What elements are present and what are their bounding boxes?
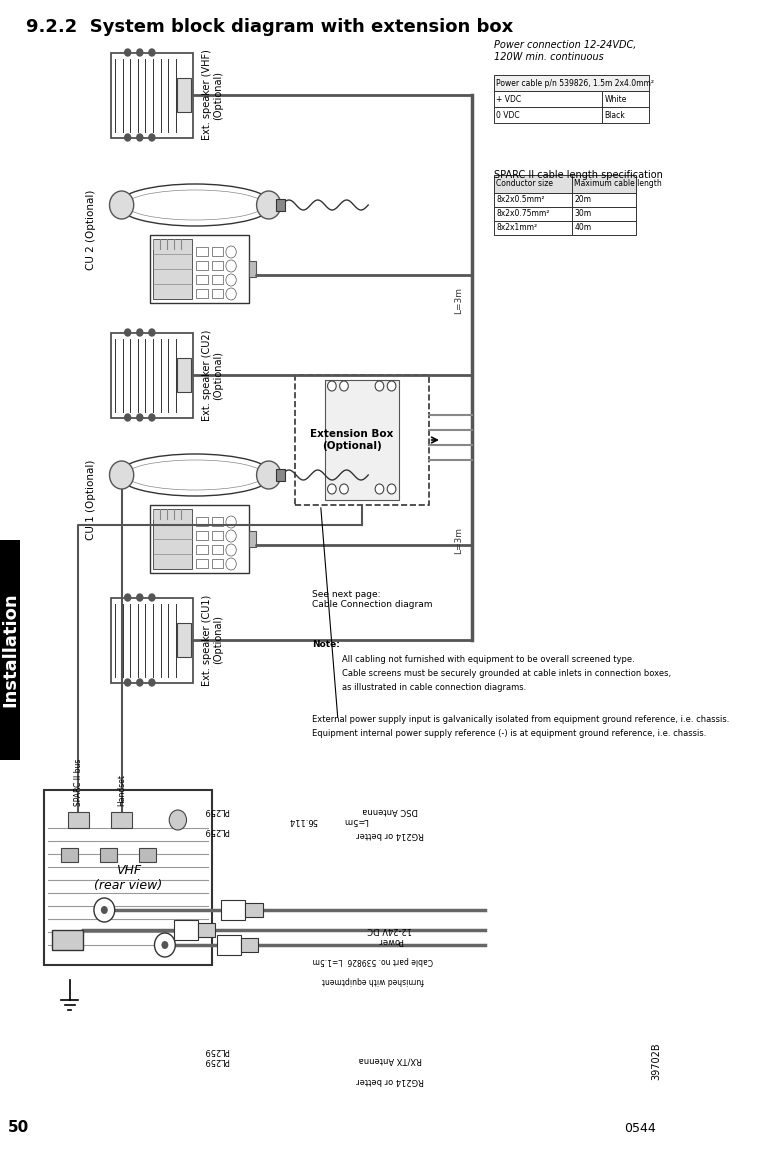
- Ellipse shape: [126, 190, 264, 219]
- Bar: [217, 935, 241, 955]
- Bar: [111, 332, 193, 417]
- Circle shape: [137, 329, 142, 336]
- Bar: [198, 923, 215, 936]
- Circle shape: [226, 288, 236, 300]
- Circle shape: [125, 329, 131, 336]
- Circle shape: [125, 49, 131, 56]
- Circle shape: [125, 414, 131, 421]
- Text: 30m: 30m: [574, 209, 591, 218]
- Circle shape: [149, 329, 155, 336]
- Text: All cabling not furnished with equipment to be overall screened type.: All cabling not furnished with equipment…: [342, 655, 635, 664]
- Bar: [493, 221, 571, 236]
- Text: PL259: PL259: [204, 1046, 230, 1055]
- Bar: [196, 517, 208, 526]
- Circle shape: [110, 461, 134, 489]
- Bar: [212, 275, 223, 284]
- Ellipse shape: [117, 184, 273, 226]
- Bar: [212, 560, 223, 568]
- Bar: [212, 261, 223, 270]
- Text: Equipment internal power supply reference (-) is at equipment ground reference, : Equipment internal power supply referenc…: [312, 728, 706, 738]
- Bar: [493, 175, 571, 193]
- Circle shape: [137, 49, 142, 56]
- Text: 39702B: 39702B: [651, 1042, 661, 1080]
- Text: White: White: [604, 94, 627, 103]
- Bar: [178, 623, 192, 657]
- Text: External power supply input is galvanically isolated from equipment ground refer: External power supply input is galvanica…: [312, 715, 729, 724]
- Circle shape: [388, 381, 396, 391]
- Text: Ext. speaker (CU1)
(Optional): Ext. speaker (CU1) (Optional): [201, 594, 223, 686]
- Text: RG214 or better: RG214 or better: [356, 831, 424, 840]
- Text: 20m: 20m: [574, 195, 591, 205]
- Circle shape: [328, 484, 336, 494]
- Circle shape: [125, 134, 131, 141]
- Text: furnished with equiptment: furnished with equiptment: [322, 976, 424, 985]
- Text: Power cable p/n 539826, 1.5m 2x4.0mm²: Power cable p/n 539826, 1.5m 2x4.0mm²: [496, 78, 654, 87]
- Text: RG214 or better: RG214 or better: [356, 1075, 424, 1085]
- Text: 0544: 0544: [624, 1123, 656, 1135]
- Text: L=5m: L=5m: [342, 816, 368, 825]
- Bar: [153, 239, 192, 299]
- Text: 0 VDC: 0 VDC: [496, 110, 520, 119]
- Circle shape: [125, 594, 131, 601]
- Circle shape: [125, 679, 131, 686]
- Text: Maximum cable length: Maximum cable length: [574, 179, 662, 188]
- Circle shape: [162, 941, 169, 949]
- Bar: [277, 199, 285, 211]
- Bar: [100, 848, 117, 862]
- Circle shape: [226, 543, 236, 556]
- Text: Note:: Note:: [312, 640, 340, 649]
- Bar: [249, 261, 256, 277]
- Text: RX/TX Antenna: RX/TX Antenna: [358, 1056, 421, 1064]
- Text: 9.2.2  System block diagram with extension box: 9.2.2 System block diagram with extensio…: [27, 18, 514, 36]
- Bar: [325, 380, 398, 500]
- Text: Power connection 12-24VDC,
120W min. continuous: Power connection 12-24VDC, 120W min. con…: [493, 40, 636, 62]
- Circle shape: [328, 381, 336, 391]
- Bar: [196, 545, 208, 554]
- Text: Cable screens must be securely grounded at cable inlets in connection boxes,: Cable screens must be securely grounded …: [342, 669, 671, 678]
- Text: VHF
(rear view): VHF (rear view): [94, 864, 162, 892]
- Text: CU 1 (Optional): CU 1 (Optional): [87, 460, 97, 540]
- Circle shape: [169, 810, 186, 830]
- Text: See next page:
Cable Connection diagram: See next page: Cable Connection diagram: [312, 589, 433, 609]
- Circle shape: [226, 558, 236, 570]
- Circle shape: [149, 414, 155, 421]
- Text: SPARC II bus: SPARC II bus: [74, 758, 83, 805]
- Bar: [196, 261, 208, 270]
- Text: Handset: Handset: [117, 774, 126, 805]
- Bar: [493, 207, 571, 221]
- Circle shape: [149, 49, 155, 56]
- Circle shape: [94, 899, 115, 921]
- Circle shape: [137, 414, 142, 421]
- Text: PL259: PL259: [204, 805, 230, 815]
- Bar: [295, 375, 429, 506]
- Circle shape: [388, 484, 396, 494]
- Text: L=3m: L=3m: [454, 286, 463, 314]
- Text: as illustrated in cable connection diagrams.: as illustrated in cable connection diagr…: [342, 683, 526, 692]
- Bar: [1, 540, 19, 759]
- Bar: [212, 531, 223, 540]
- Bar: [212, 517, 223, 526]
- Bar: [493, 107, 602, 123]
- Bar: [178, 358, 192, 392]
- Text: + VDC: + VDC: [496, 94, 522, 103]
- Text: 40m: 40m: [574, 224, 591, 232]
- Circle shape: [137, 679, 142, 686]
- Text: PL259: PL259: [204, 825, 230, 834]
- Bar: [277, 469, 285, 481]
- Bar: [602, 107, 650, 123]
- Bar: [196, 247, 208, 256]
- Text: 8x2x0.5mm²: 8x2x0.5mm²: [496, 195, 545, 205]
- Bar: [221, 900, 245, 920]
- Text: DSC Antenna: DSC Antenna: [362, 805, 417, 815]
- Bar: [493, 91, 602, 107]
- Bar: [139, 848, 156, 862]
- Bar: [212, 247, 223, 256]
- Text: Installation: Installation: [1, 593, 19, 708]
- Circle shape: [226, 260, 236, 272]
- Circle shape: [101, 907, 108, 913]
- Text: Ext. speaker (VHF)
(Optional): Ext. speaker (VHF) (Optional): [201, 49, 223, 140]
- Circle shape: [137, 134, 142, 141]
- Text: 8x2x0.75mm²: 8x2x0.75mm²: [496, 209, 550, 218]
- Circle shape: [257, 191, 281, 219]
- Bar: [196, 560, 208, 568]
